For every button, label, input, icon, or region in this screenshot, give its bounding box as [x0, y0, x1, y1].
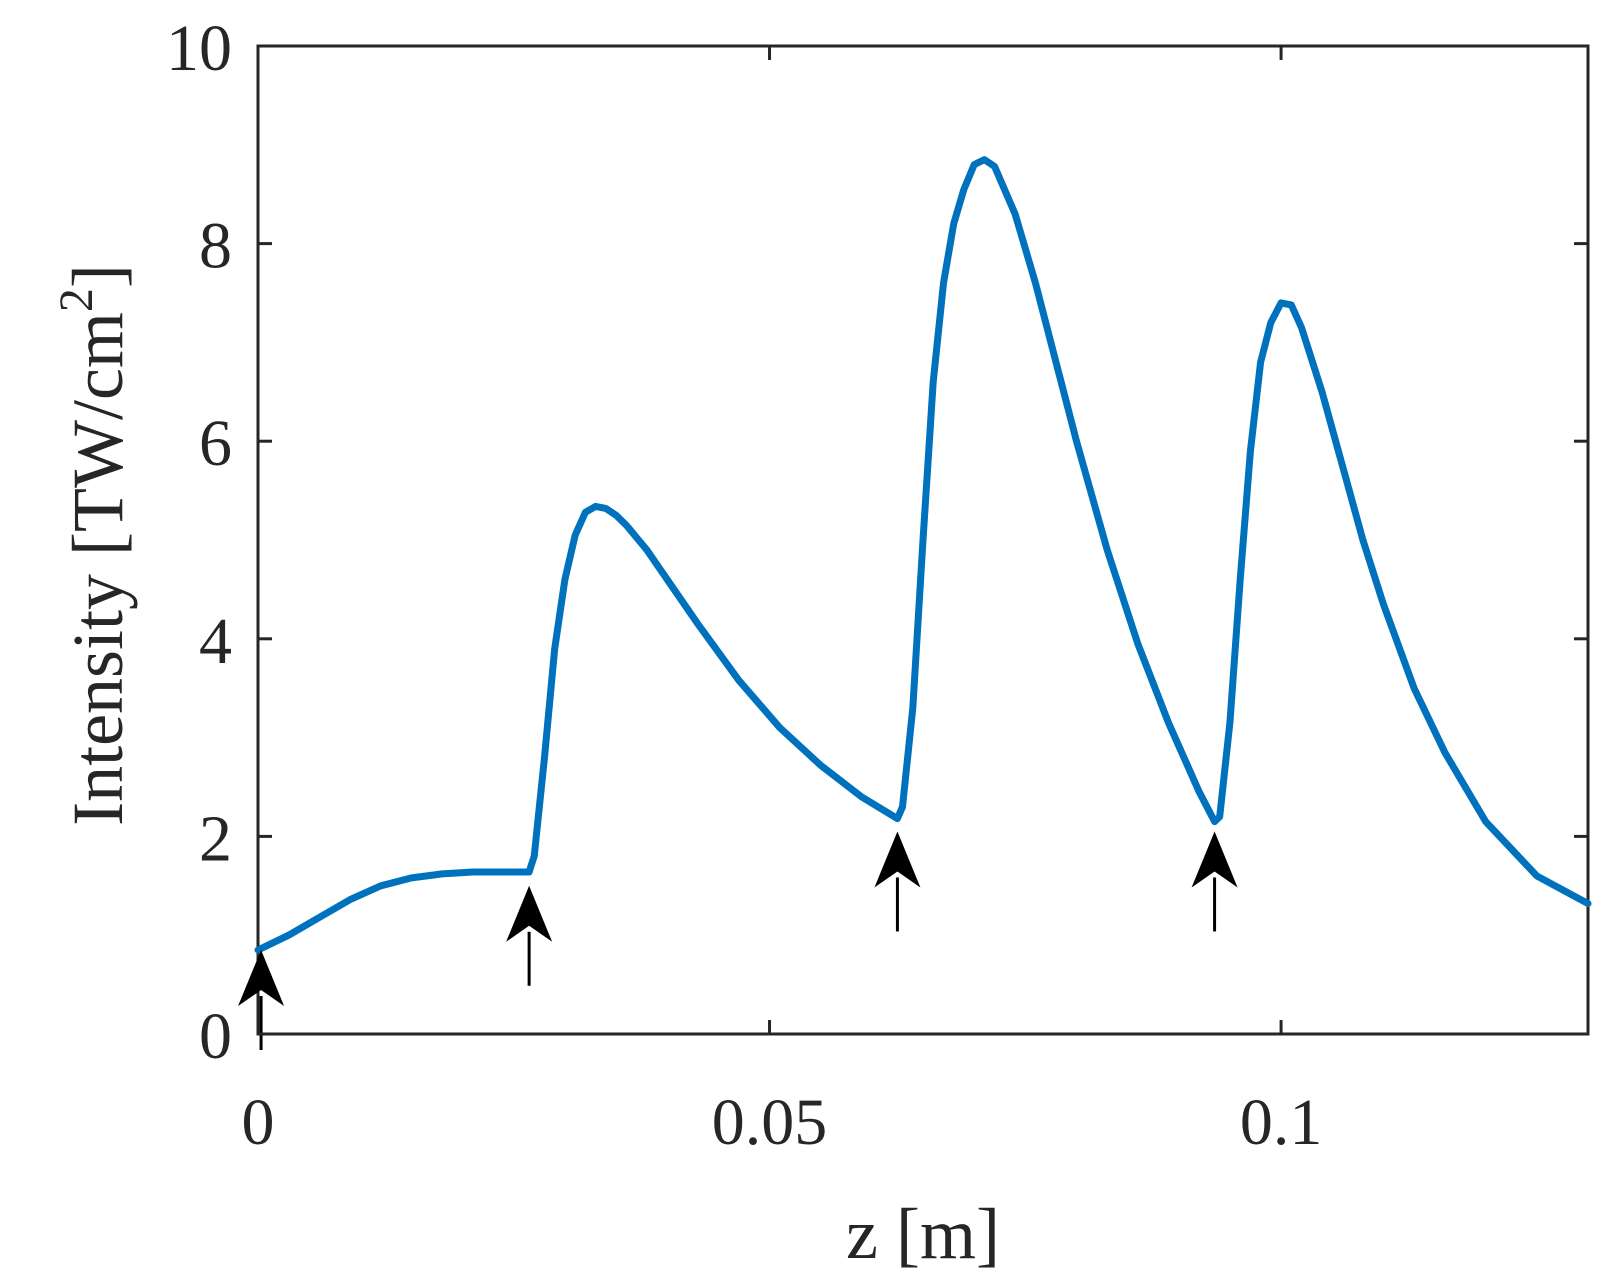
y-tick-label: 6 — [199, 407, 232, 480]
x-tick-label: 0.1 — [1240, 1086, 1323, 1159]
y-tick-label: 8 — [199, 210, 232, 283]
annotation-arrow — [506, 885, 553, 986]
y-tick-label: 4 — [199, 605, 232, 678]
arrow-head — [874, 831, 921, 888]
data-layer — [254, 156, 1592, 954]
y-axis-label-main: Intensity [TW/cm — [58, 312, 138, 826]
plot-area — [256, 44, 1590, 1036]
y-tick-label: 2 — [199, 802, 232, 875]
arrow-head — [1191, 831, 1238, 888]
axes-box — [256, 44, 1590, 1036]
y-axis-label-bracket: ] — [58, 264, 138, 288]
arrow-head — [238, 950, 285, 1007]
series-line — [254, 156, 1592, 954]
x-axis-label: z [m] — [846, 1194, 1000, 1274]
arrow-layer — [238, 831, 1238, 1051]
y-tick-label: 10 — [166, 12, 232, 85]
x-tick-label: 0.05 — [712, 1086, 828, 1159]
annotation-arrow — [238, 950, 285, 1051]
y-axis-label: Intensity [TW/cm2] — [50, 264, 138, 826]
y-tick-label: 0 — [199, 1000, 232, 1073]
arrow-head — [506, 885, 553, 942]
y-axis-label-superscript: 2 — [50, 288, 103, 312]
x-tick-label: 0 — [242, 1086, 275, 1159]
annotation-arrow — [1191, 831, 1238, 932]
annotation-arrow — [874, 831, 921, 932]
tick-layer: 0 0.05 0.1 0 2 4 6 8 10 — [166, 12, 1588, 1159]
